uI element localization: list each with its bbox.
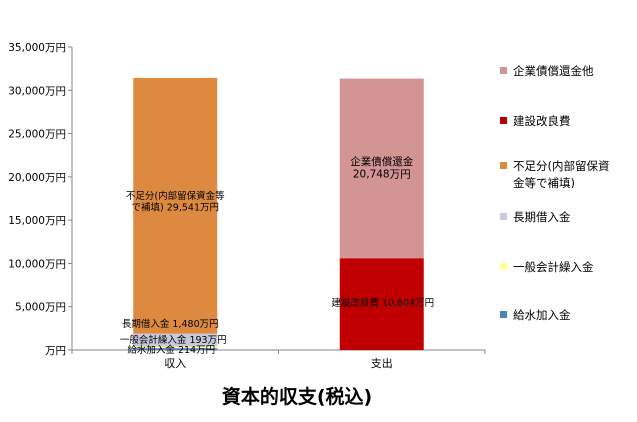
data-label: 一般会計繰入金 193万円	[120, 334, 227, 346]
bar-segment	[339, 258, 424, 350]
legend-label: 給水加入金	[513, 308, 571, 322]
legend-label: 不足分(内部留保資金等で補填)	[513, 159, 610, 190]
legend-swatch	[500, 67, 507, 74]
legend-swatch	[500, 263, 507, 270]
y-tick-label: 35,000万円	[8, 42, 66, 54]
legend-swatch	[500, 117, 507, 124]
legend-swatch	[500, 311, 507, 318]
y-tick-label: 30,000万円	[8, 85, 66, 97]
legend-swatch	[500, 162, 507, 169]
legend-label: 建設改良費	[513, 114, 571, 128]
axes: 万円 5,000万円 10,000万円 15,000万円 20,000万円 25,000万…	[8, 42, 486, 370]
bars	[133, 77, 424, 350]
data-label: 建設改良費 10,604万円	[331, 297, 434, 309]
data-label: 給水加入金 214万円	[127, 344, 215, 356]
y-tick-label: 万円	[45, 345, 66, 357]
bar-segment	[133, 77, 218, 334]
y-tick-label: 5,000万円	[15, 302, 66, 314]
data-label: 不足分(内部留保資金等で補填) 29,541万円	[126, 190, 225, 214]
bar-segment	[339, 78, 424, 259]
legend-swatch	[500, 213, 507, 220]
bar-segment	[133, 348, 218, 350]
data-label: 企業債償還金 20,748万円	[350, 155, 413, 181]
legend-label: 一般会計繰入金	[513, 260, 594, 274]
y-tick-label: 10,000万円	[8, 258, 66, 270]
chart-title: 資本的収支(税込)	[222, 385, 372, 408]
bar-segment	[133, 333, 218, 347]
y-tick-label: 25,000万円	[8, 129, 66, 141]
legend-label: 企業債償還金他	[513, 64, 594, 78]
y-tick-label: 15,000万円	[8, 215, 66, 227]
x-tick-label: 支出	[371, 356, 393, 370]
bar-segment	[133, 346, 218, 349]
y-tick-label: 20,000万円	[8, 172, 66, 184]
legend-label: 長期借入金	[513, 210, 571, 224]
data-label: 長期借入金 1,480万円	[122, 318, 219, 330]
x-tick-label: 収入	[164, 357, 186, 370]
